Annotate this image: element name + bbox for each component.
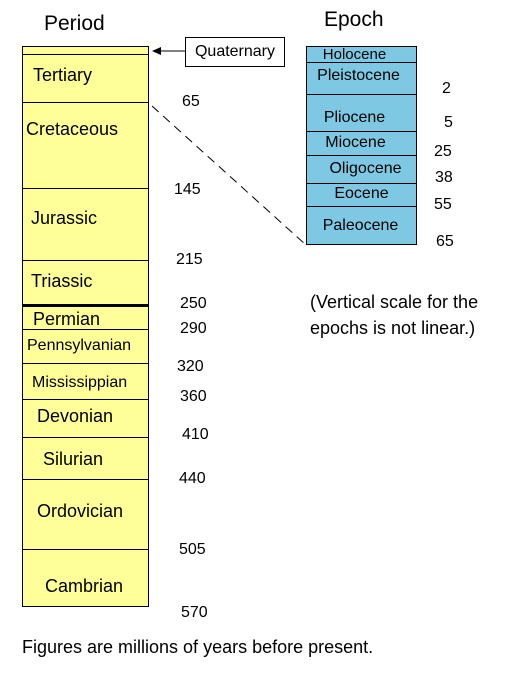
period-label-triassic: Triassic bbox=[31, 271, 93, 291]
period-label-jurassic: Jurassic bbox=[31, 208, 98, 228]
period-age: 570 bbox=[181, 604, 208, 621]
epoch-divider bbox=[307, 94, 416, 95]
epoch-label-miocene: Miocene bbox=[325, 134, 386, 151]
period-age: 360 bbox=[180, 388, 207, 405]
period-label-cambrian: Cambrian bbox=[45, 576, 124, 596]
epoch-label-oligocene: Oligocene bbox=[329, 160, 402, 177]
epoch-label-eocene: Eocene bbox=[334, 185, 389, 202]
epoch-age: 65 bbox=[436, 233, 454, 250]
period-age: 505 bbox=[179, 541, 206, 558]
period-divider bbox=[23, 54, 148, 55]
period-age: 410 bbox=[182, 426, 209, 443]
period-age: 320 bbox=[177, 358, 204, 375]
period-age: 215 bbox=[176, 251, 203, 268]
period-divider bbox=[23, 363, 148, 364]
period-divider bbox=[23, 437, 148, 438]
period-age: 145 bbox=[174, 181, 201, 198]
epoch-divider bbox=[307, 131, 416, 132]
period-label-devonian: Devonian bbox=[37, 406, 114, 426]
period-age: 440 bbox=[179, 470, 206, 487]
quaternary-arrow-head bbox=[152, 47, 161, 55]
period-divider bbox=[23, 260, 148, 261]
epoch-age: 25 bbox=[434, 143, 452, 160]
period-label-silurian: Silurian bbox=[43, 449, 104, 469]
period-divider bbox=[23, 479, 148, 480]
scale-note-line1: (Vertical scale for the bbox=[310, 292, 479, 312]
epoch-column: Holocene Pleistocene Pliocene Miocene Ol… bbox=[306, 46, 417, 245]
period-divider bbox=[23, 329, 148, 330]
period-header: Period bbox=[44, 12, 105, 35]
period-divider bbox=[23, 399, 148, 400]
epoch-label-holocene: Holocene bbox=[322, 46, 387, 63]
epoch-divider bbox=[307, 155, 416, 156]
period-label-cretaceous: Cretaceous bbox=[26, 119, 119, 139]
scale-note-line2: epochs is not linear.) bbox=[310, 318, 476, 338]
period-divider bbox=[23, 549, 148, 550]
period-divider bbox=[23, 188, 148, 189]
quaternary-callout: Quaternary bbox=[185, 37, 285, 67]
period-label-ordovician: Ordovician bbox=[37, 501, 124, 521]
period-age: 290 bbox=[180, 320, 207, 337]
epoch-divider bbox=[307, 206, 416, 207]
epoch-divider bbox=[307, 183, 416, 184]
epoch-age: 38 bbox=[435, 169, 453, 186]
period-label-mississippian: Mississippian bbox=[32, 374, 128, 391]
period-label-pennsylvanian: Pennsylvanian bbox=[27, 337, 132, 354]
period-age: 65 bbox=[182, 93, 200, 110]
epoch-age: 2 bbox=[442, 80, 451, 97]
period-column: Tertiary Cretaceous Jurassic Triassic Pe… bbox=[22, 46, 149, 607]
epoch-age: 5 bbox=[444, 114, 453, 131]
period-divider-major bbox=[23, 304, 148, 307]
footer-note: Figures are millions of years before pre… bbox=[22, 637, 374, 657]
epoch-divider bbox=[307, 62, 416, 63]
period-divider bbox=[23, 102, 148, 103]
epoch-header: Epoch bbox=[324, 8, 384, 31]
epoch-label-pliocene: Pliocene bbox=[323, 109, 386, 126]
period-label-tertiary: Tertiary bbox=[33, 65, 93, 85]
period-age: 250 bbox=[180, 295, 207, 312]
period-label-permian: Permian bbox=[33, 309, 101, 329]
dashed-connector bbox=[151, 105, 307, 246]
epoch-label-pleistocene: Pleistocene bbox=[317, 67, 400, 84]
epoch-label-paleocene: Paleocene bbox=[322, 217, 399, 234]
epoch-age: 55 bbox=[434, 196, 452, 213]
